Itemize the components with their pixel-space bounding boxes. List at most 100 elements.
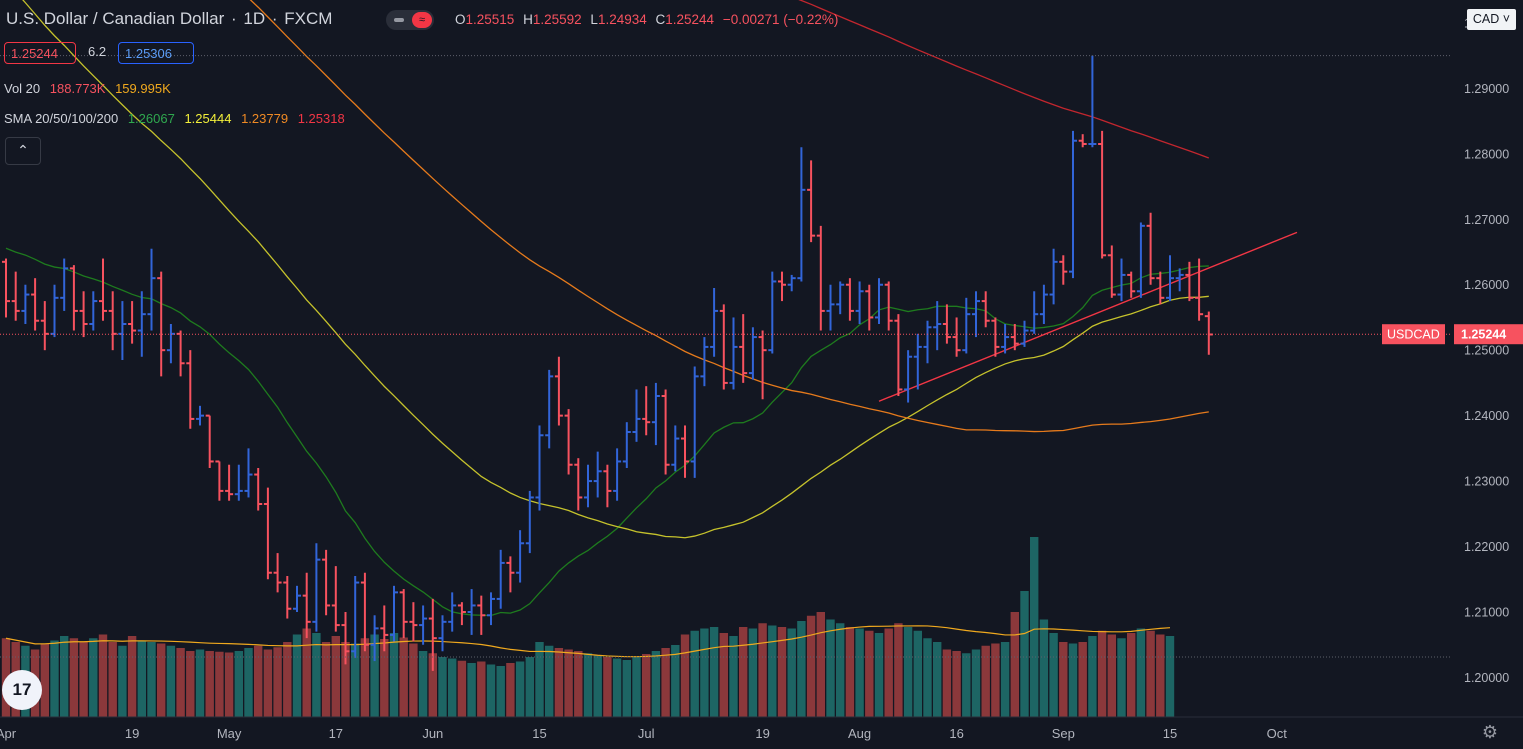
ohlc-bar bbox=[312, 543, 321, 632]
ohlc-bar bbox=[826, 284, 835, 331]
time-tick-label: Sep bbox=[1052, 726, 1075, 741]
volume-bar bbox=[263, 649, 273, 717]
volume-bar bbox=[1030, 537, 1039, 717]
sma200-value: 1.25318 bbox=[297, 111, 345, 126]
buy-price-button[interactable]: 1.25306 bbox=[118, 42, 194, 64]
sma100-value: 1.23779 bbox=[241, 111, 289, 126]
volume-ma-value: 159.995K bbox=[115, 81, 171, 96]
symbol-name[interactable]: U.S. Dollar / Canadian Dollar bbox=[6, 9, 225, 28]
time-axis[interactable]: Apr 19 May 17 Jun 15 Jul 19 Aug 16 Sep 15 Oct bbox=[0, 716, 1523, 741]
volume-bar bbox=[583, 653, 593, 717]
volume-ma-line bbox=[5, 625, 1171, 658]
volume-bar bbox=[1049, 633, 1058, 717]
close-value: 1.25244 bbox=[665, 12, 715, 27]
volume-bar bbox=[903, 627, 913, 717]
ohlc-bar bbox=[273, 553, 282, 593]
trendline-segment[interactable] bbox=[878, 231, 1298, 402]
sell-price-button[interactable]: 1.25244 bbox=[4, 42, 76, 64]
sma-legend[interactable]: SMA 20/50/100/200 1.26067 1.25444 1.2377… bbox=[4, 111, 345, 126]
price-axis-bg bbox=[1450, 0, 1523, 749]
ohlc-bar bbox=[1156, 271, 1165, 305]
ohlc-bar bbox=[554, 356, 563, 426]
ohlc-bar bbox=[157, 271, 166, 377]
price-axis[interactable]: 1.300001.290001.280001.270001.260001.250… bbox=[1450, 0, 1523, 749]
ohlc-bar bbox=[487, 592, 495, 626]
ohlc-bar bbox=[545, 369, 554, 449]
ohlc-bar bbox=[506, 556, 515, 593]
volume-bar bbox=[370, 634, 379, 717]
ohlc-bar bbox=[797, 147, 806, 282]
sma20-line bbox=[5, 247, 1209, 617]
volume-bar bbox=[874, 633, 884, 717]
ohlc-bar bbox=[952, 317, 961, 357]
volume-bar bbox=[457, 660, 467, 717]
time-tick-label: Aug bbox=[848, 726, 871, 741]
ohlc-bar bbox=[516, 530, 525, 583]
volume-bar bbox=[816, 612, 825, 717]
ohlc-bar bbox=[836, 281, 845, 315]
interval-label[interactable]: 1D bbox=[243, 9, 266, 28]
volume-bar bbox=[166, 645, 176, 717]
volume-bar bbox=[680, 634, 690, 717]
title-separator: · bbox=[231, 9, 237, 28]
close-label: C bbox=[655, 12, 666, 27]
ohlc-bar bbox=[875, 278, 883, 324]
currency-button[interactable]: CAD ˅ bbox=[1467, 9, 1516, 30]
currency-label: CAD bbox=[1472, 12, 1500, 26]
sma-lines bbox=[5, 0, 1210, 617]
ohlc-bar bbox=[1175, 268, 1184, 292]
price-tick-label: 1.28000 bbox=[1464, 147, 1509, 161]
ohlc-bar bbox=[244, 448, 253, 498]
volume-bar bbox=[312, 633, 321, 717]
time-tick-label: 19 bbox=[125, 726, 139, 741]
ohlc-bar bbox=[60, 258, 69, 311]
ohlc-legend: O1.25515 H1.25592 L1.24934 C1.25244 −0.0… bbox=[455, 12, 843, 27]
trendline[interactable] bbox=[878, 231, 1298, 402]
ohlc-bar bbox=[1088, 55, 1097, 148]
ohlc-bar bbox=[972, 291, 980, 338]
symbol-title[interactable]: U.S. Dollar / Canadian Dollar · 1D · FXC… bbox=[6, 9, 334, 29]
market-status-toggle[interactable]: ≈ bbox=[386, 10, 434, 30]
ohlc-bar bbox=[962, 297, 971, 354]
ohlc-bar bbox=[739, 314, 748, 383]
ohlc-bar bbox=[884, 281, 893, 331]
volume-bar bbox=[50, 640, 59, 717]
volume-bar bbox=[768, 625, 777, 717]
volume-bar bbox=[254, 645, 263, 717]
wave-icon: ≈ bbox=[412, 12, 432, 28]
ohlc-bar bbox=[584, 464, 592, 508]
volume-bar bbox=[409, 643, 418, 717]
ohlc-bar bbox=[254, 468, 263, 511]
ohlc-bar bbox=[729, 317, 738, 390]
ohlc-bar bbox=[234, 464, 243, 501]
volume-ma-line bbox=[5, 625, 1171, 658]
collapse-legend-button[interactable]: ⌃ bbox=[5, 137, 41, 165]
high-label: H bbox=[523, 12, 533, 27]
volume-bar bbox=[845, 627, 855, 717]
high-value: 1.25592 bbox=[532, 12, 582, 27]
time-tick-label: 17 bbox=[329, 726, 343, 741]
last-price-tag: 1.25244 bbox=[1461, 328, 1506, 342]
tradingview-logo[interactable]: 17 bbox=[2, 670, 42, 710]
low-label: L bbox=[590, 12, 598, 27]
ohlc-bar bbox=[1059, 255, 1068, 285]
volume-bar bbox=[884, 628, 893, 717]
ohlc-bar bbox=[1107, 245, 1116, 298]
volume-bar bbox=[176, 648, 185, 717]
open-label: O bbox=[455, 12, 466, 27]
volume-bar bbox=[486, 664, 496, 717]
ohlc-bar bbox=[913, 333, 922, 390]
volume-bar bbox=[1097, 630, 1107, 717]
chevron-up-icon: ⌃ bbox=[17, 142, 29, 158]
gear-icon[interactable]: ⚙ bbox=[1481, 722, 1499, 742]
volume-bar bbox=[1088, 636, 1097, 717]
volume-legend[interactable]: Vol 20 188.773K 159.995K bbox=[4, 81, 171, 96]
ohlc-bar bbox=[671, 425, 680, 472]
ohlc-bar bbox=[128, 301, 137, 344]
volume-bar bbox=[777, 627, 787, 717]
volume-bar bbox=[351, 643, 360, 717]
time-tick-label: 16 bbox=[949, 726, 963, 741]
ohlc-bar bbox=[816, 225, 825, 331]
ohlc-bar bbox=[302, 572, 311, 639]
